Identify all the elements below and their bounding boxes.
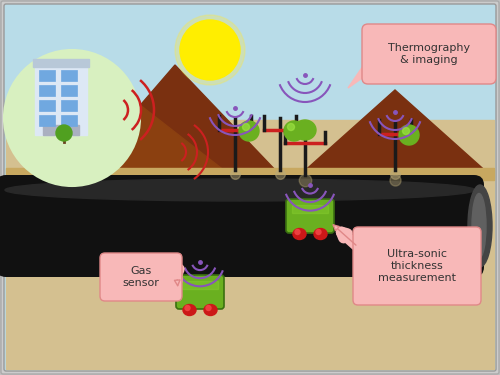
Bar: [292, 205, 328, 213]
Ellipse shape: [204, 304, 217, 315]
Bar: [39, 70, 55, 81]
Circle shape: [175, 15, 245, 85]
Ellipse shape: [294, 120, 316, 140]
Ellipse shape: [284, 121, 304, 141]
Bar: [39, 85, 55, 96]
Polygon shape: [300, 90, 490, 175]
Circle shape: [4, 50, 140, 186]
Bar: [61, 100, 77, 111]
Ellipse shape: [472, 194, 486, 258]
Ellipse shape: [183, 304, 196, 315]
Bar: [61, 70, 77, 81]
Bar: [35, 65, 87, 135]
Ellipse shape: [239, 121, 259, 141]
Ellipse shape: [314, 228, 327, 240]
Ellipse shape: [293, 228, 306, 240]
Ellipse shape: [399, 125, 419, 145]
Bar: [6, 168, 494, 180]
Bar: [6, 120, 494, 369]
FancyBboxPatch shape: [286, 199, 334, 233]
Ellipse shape: [295, 230, 300, 234]
Ellipse shape: [316, 230, 321, 234]
Bar: [182, 281, 218, 289]
Circle shape: [56, 125, 72, 141]
Bar: [43, 125, 79, 135]
Ellipse shape: [206, 306, 211, 310]
Bar: [33, 59, 89, 67]
Text: Gas
sensor: Gas sensor: [122, 266, 160, 288]
Ellipse shape: [402, 128, 409, 135]
FancyBboxPatch shape: [353, 227, 481, 305]
Circle shape: [180, 20, 240, 80]
FancyBboxPatch shape: [4, 4, 496, 371]
FancyBboxPatch shape: [0, 175, 484, 277]
Text: Ultra-sonic
thickness
measurement: Ultra-sonic thickness measurement: [378, 249, 456, 283]
Ellipse shape: [185, 306, 190, 310]
FancyBboxPatch shape: [362, 24, 496, 84]
Ellipse shape: [288, 123, 294, 130]
Bar: [39, 115, 55, 126]
FancyBboxPatch shape: [100, 253, 182, 301]
Bar: [61, 115, 77, 126]
Text: Thermography
& imaging: Thermography & imaging: [388, 43, 470, 65]
Polygon shape: [348, 59, 376, 88]
Ellipse shape: [468, 185, 492, 267]
Polygon shape: [60, 105, 230, 175]
FancyBboxPatch shape: [176, 275, 224, 309]
Ellipse shape: [5, 179, 475, 201]
Bar: [61, 85, 77, 96]
Polygon shape: [80, 65, 280, 175]
Bar: [39, 100, 55, 111]
Ellipse shape: [242, 123, 250, 130]
